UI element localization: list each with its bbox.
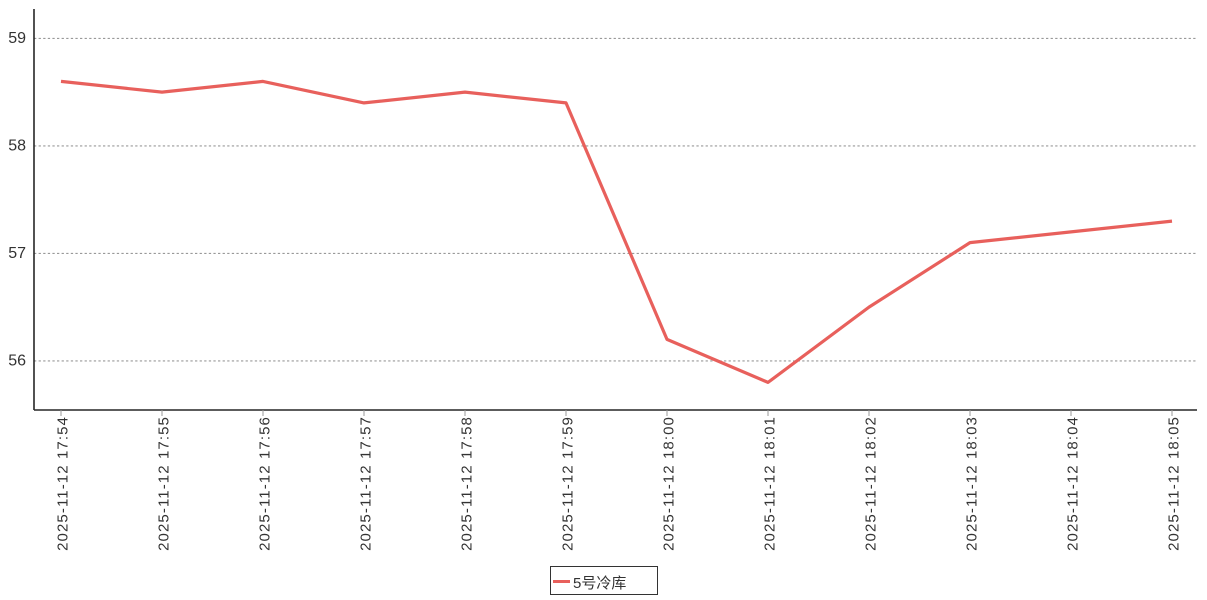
svg-text:56: 56 (8, 353, 26, 370)
svg-text:57: 57 (8, 245, 26, 262)
svg-text:59: 59 (8, 30, 26, 47)
svg-text:58: 58 (8, 138, 26, 155)
